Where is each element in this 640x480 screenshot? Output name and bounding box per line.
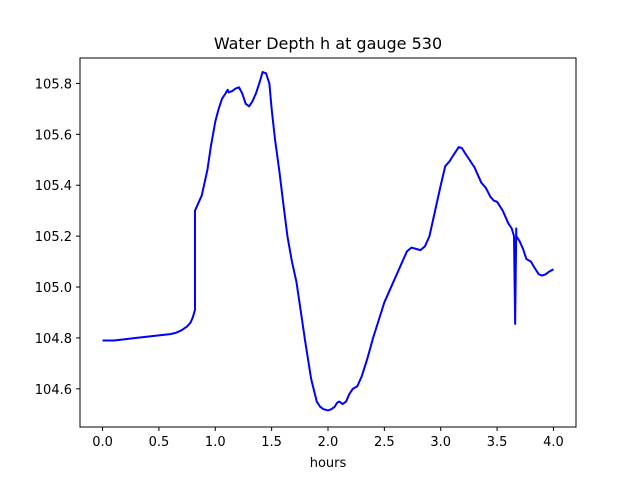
y-tick-label: 104.6	[35, 383, 72, 398]
y-tick-label: 105.8	[35, 77, 72, 92]
x-axis-label: hours	[310, 456, 347, 471]
y-axis-ticks: 104.6 104.8 105.0 105.2 105.4 105.6 105.8	[35, 77, 80, 398]
x-tick-label: 1.0	[205, 435, 226, 450]
x-tick-label: 2.0	[318, 435, 339, 450]
x-tick-label: 4.0	[543, 435, 564, 450]
y-tick-label: 104.8	[35, 332, 72, 347]
x-tick-label: 1.5	[261, 435, 282, 450]
chart-title: Water Depth h at gauge 530	[214, 34, 442, 53]
y-tick-label: 105.2	[35, 230, 72, 245]
y-tick-label: 105.0	[35, 281, 72, 296]
plot-area	[102, 71, 554, 412]
x-tick-label: 3.0	[430, 435, 451, 450]
x-tick-label: 3.5	[487, 435, 508, 450]
x-tick-label: 0.0	[92, 435, 113, 450]
x-axis-ticks: 0.0 0.5 1.0 1.5 2.0 2.5 3.0 3.5 4.0	[92, 427, 564, 450]
x-tick-label: 2.5	[374, 435, 395, 450]
x-tick-label: 0.5	[149, 435, 170, 450]
y-tick-label: 105.4	[35, 179, 72, 194]
series-line	[102, 71, 554, 412]
plot-frame	[79, 57, 577, 428]
y-tick-label: 105.6	[35, 128, 72, 143]
